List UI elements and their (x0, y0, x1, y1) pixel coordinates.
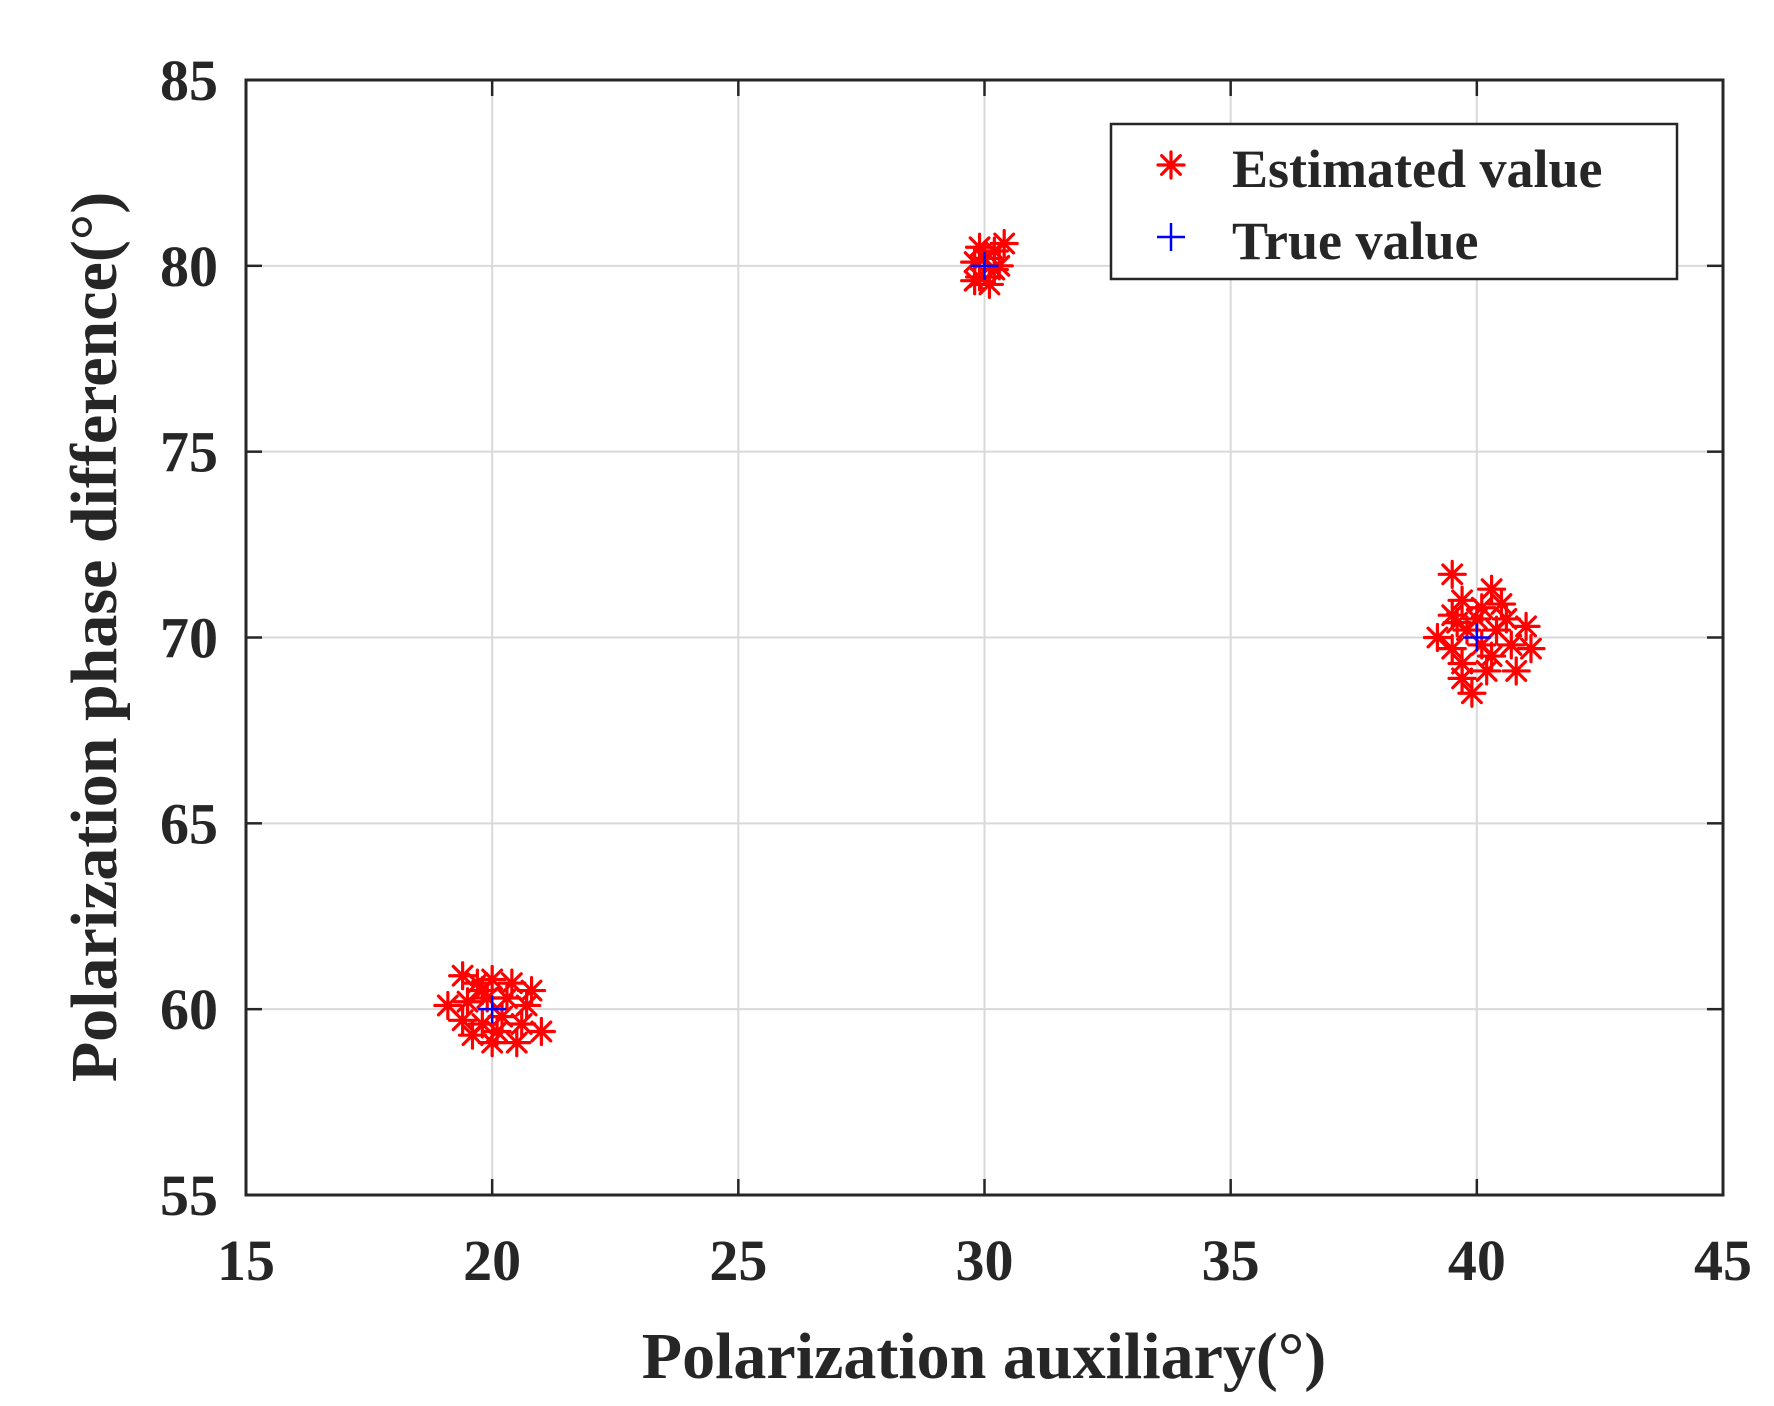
estimated-value-point (1467, 593, 1497, 623)
x-tick-label: 45 (1694, 1228, 1752, 1293)
estimated-value-point (1447, 663, 1477, 693)
estimated-value-point (1437, 634, 1467, 664)
estimated-value-point (492, 983, 522, 1013)
x-tick-label: 35 (1202, 1228, 1260, 1293)
estimated-value-point (457, 1020, 488, 1050)
legend: Estimated value True value (1109, 122, 1679, 281)
y-tick-label: 60 (160, 977, 218, 1042)
x-tick-label: 30 (956, 1228, 1014, 1293)
y-axis-label: Polarization phase difference(°) (58, 192, 131, 1082)
estimated-value-point (512, 990, 542, 1021)
legend-box (1109, 122, 1679, 281)
legend-asterisk-icon (1156, 150, 1186, 180)
estimated-value-point (1422, 622, 1453, 653)
estimated-value-point (989, 228, 1019, 259)
y-tick-label: 65 (160, 791, 218, 856)
estimated-value-point (1472, 656, 1502, 686)
estimated-value-point (477, 1028, 507, 1058)
true-value-point (970, 251, 999, 280)
x-tick-labels: 15 20 25 30 35 40 45 (217, 1228, 1752, 1293)
legend-label-estimated: Estimated value (1232, 139, 1603, 199)
estimated-value-point (448, 1005, 478, 1035)
estimated-value-point (467, 975, 497, 1006)
estimated-value-point (482, 1016, 512, 1047)
data-points (433, 228, 1546, 1058)
estimated-value-point (452, 987, 483, 1017)
estimated-value-point (507, 1009, 537, 1039)
estimated-value-point (1501, 656, 1531, 686)
estimated-value-point (1516, 634, 1546, 664)
estimated-value-point (1511, 611, 1541, 641)
estimated-value-point (526, 1016, 557, 1047)
estimated-value-point (1437, 559, 1467, 589)
legend-marker-estimated (1156, 150, 1186, 180)
axis-ticks (244, 78, 1725, 1197)
x-tick-label: 25 (709, 1228, 767, 1293)
estimated-value-point (1496, 630, 1526, 660)
true-value-point (478, 995, 507, 1024)
y-tick-label: 75 (160, 420, 218, 485)
x-tick-label: 20 (463, 1228, 521, 1293)
x-axis-label: Polarization auxiliary(°) (642, 1320, 1326, 1393)
y-tick-label: 55 (160, 1163, 218, 1228)
y-tick-labels: 55 60 65 70 75 80 85 (160, 48, 218, 1228)
legend-label-true: True value (1232, 211, 1478, 271)
y-tick-label: 70 (160, 606, 218, 671)
estimated-value-point (1486, 589, 1517, 619)
y-tick-label: 80 (160, 234, 218, 299)
estimated-value-point (1457, 678, 1487, 708)
x-tick-label: 40 (1448, 1228, 1506, 1293)
estimated-value-point (502, 1028, 532, 1058)
x-tick-label: 15 (217, 1228, 275, 1293)
true-value-point (1462, 623, 1491, 652)
estimated-value-point (1447, 648, 1477, 679)
estimated-value-point (1442, 608, 1472, 638)
legend-plus-icon (1157, 223, 1185, 251)
estimated-value-point (960, 266, 990, 296)
legend-marker-true (1157, 223, 1185, 251)
y-tick-label: 85 (160, 48, 218, 113)
